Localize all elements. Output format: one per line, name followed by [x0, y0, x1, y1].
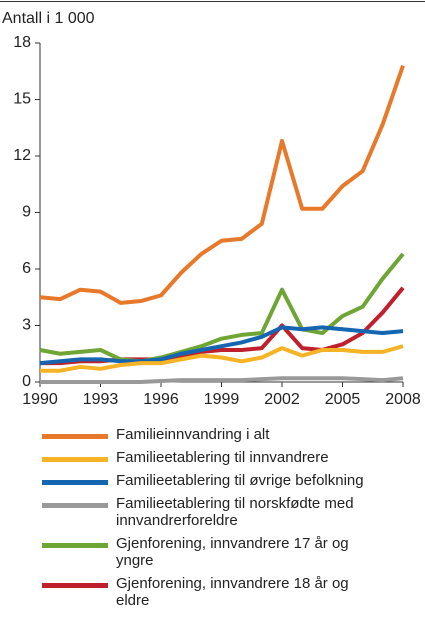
- y-tick-label: 3: [22, 317, 31, 334]
- x-tick-label: 1990: [22, 391, 58, 408]
- legend-item: Familieinnvandring i alt: [42, 426, 382, 443]
- y-tick-label: 6: [22, 260, 31, 277]
- legend-swatch: [42, 480, 108, 485]
- y-tick-label: 15: [13, 91, 31, 108]
- chart: Antall i 1 000 0 3 6 9 12 15 18 1990 1993 1996 199…: [0, 1, 425, 408]
- series-line: [39, 325, 404, 366]
- legend-label: Gjenforening, innvandrere 17 år og yngre: [116, 535, 349, 569]
- y-tick-label: 18: [13, 34, 31, 51]
- series-line: [39, 64, 405, 305]
- legend: Familieinnvandring i alt Familieetablerin…: [42, 426, 382, 615]
- legend-swatch: [42, 457, 108, 462]
- legend-label: Gjenforening, innvandrere 18 år og eldre: [116, 575, 349, 609]
- series-line: [39, 252, 405, 364]
- legend-label: Familieetablering til innvandrere: [116, 449, 329, 466]
- legend-label: Familieetablering til norskfødte med inn…: [116, 495, 354, 529]
- legend-item: Familieetablering til øvrige befolkning: [42, 472, 382, 489]
- y-tick-label: 9: [22, 204, 31, 221]
- series-line: [40, 376, 404, 384]
- series-line: [40, 344, 404, 373]
- x-tick-label: 1996: [143, 391, 179, 408]
- legend-item: Familieetablering til innvandrere: [42, 449, 382, 466]
- x-tick-label: 2008: [385, 391, 421, 408]
- legend-item: Gjenforening, innvandrere 18 år og eldre: [42, 575, 382, 609]
- legend-item: Familieetablering til norskfødte med inn…: [42, 495, 382, 529]
- y-axis-label: Antall i 1 000: [2, 10, 95, 27]
- x-tick-label: 2005: [325, 391, 361, 408]
- y-tick-label: 12: [13, 147, 31, 164]
- legend-swatch: [42, 434, 108, 439]
- legend-swatch: [42, 543, 108, 548]
- legend-label: Familieetablering til øvrige befolkning: [116, 472, 364, 489]
- x-tick-label: 2002: [264, 391, 300, 408]
- x-tick-label: 1993: [83, 391, 119, 408]
- legend-swatch: [42, 503, 108, 508]
- legend-label: Familieinnvandring i alt: [116, 426, 270, 443]
- x-tick-label: 1999: [204, 391, 240, 408]
- legend-item: Gjenforening, innvandrere 17 år og yngre: [42, 535, 382, 569]
- y-tick-label: 0: [22, 373, 31, 390]
- legend-swatch: [42, 583, 108, 588]
